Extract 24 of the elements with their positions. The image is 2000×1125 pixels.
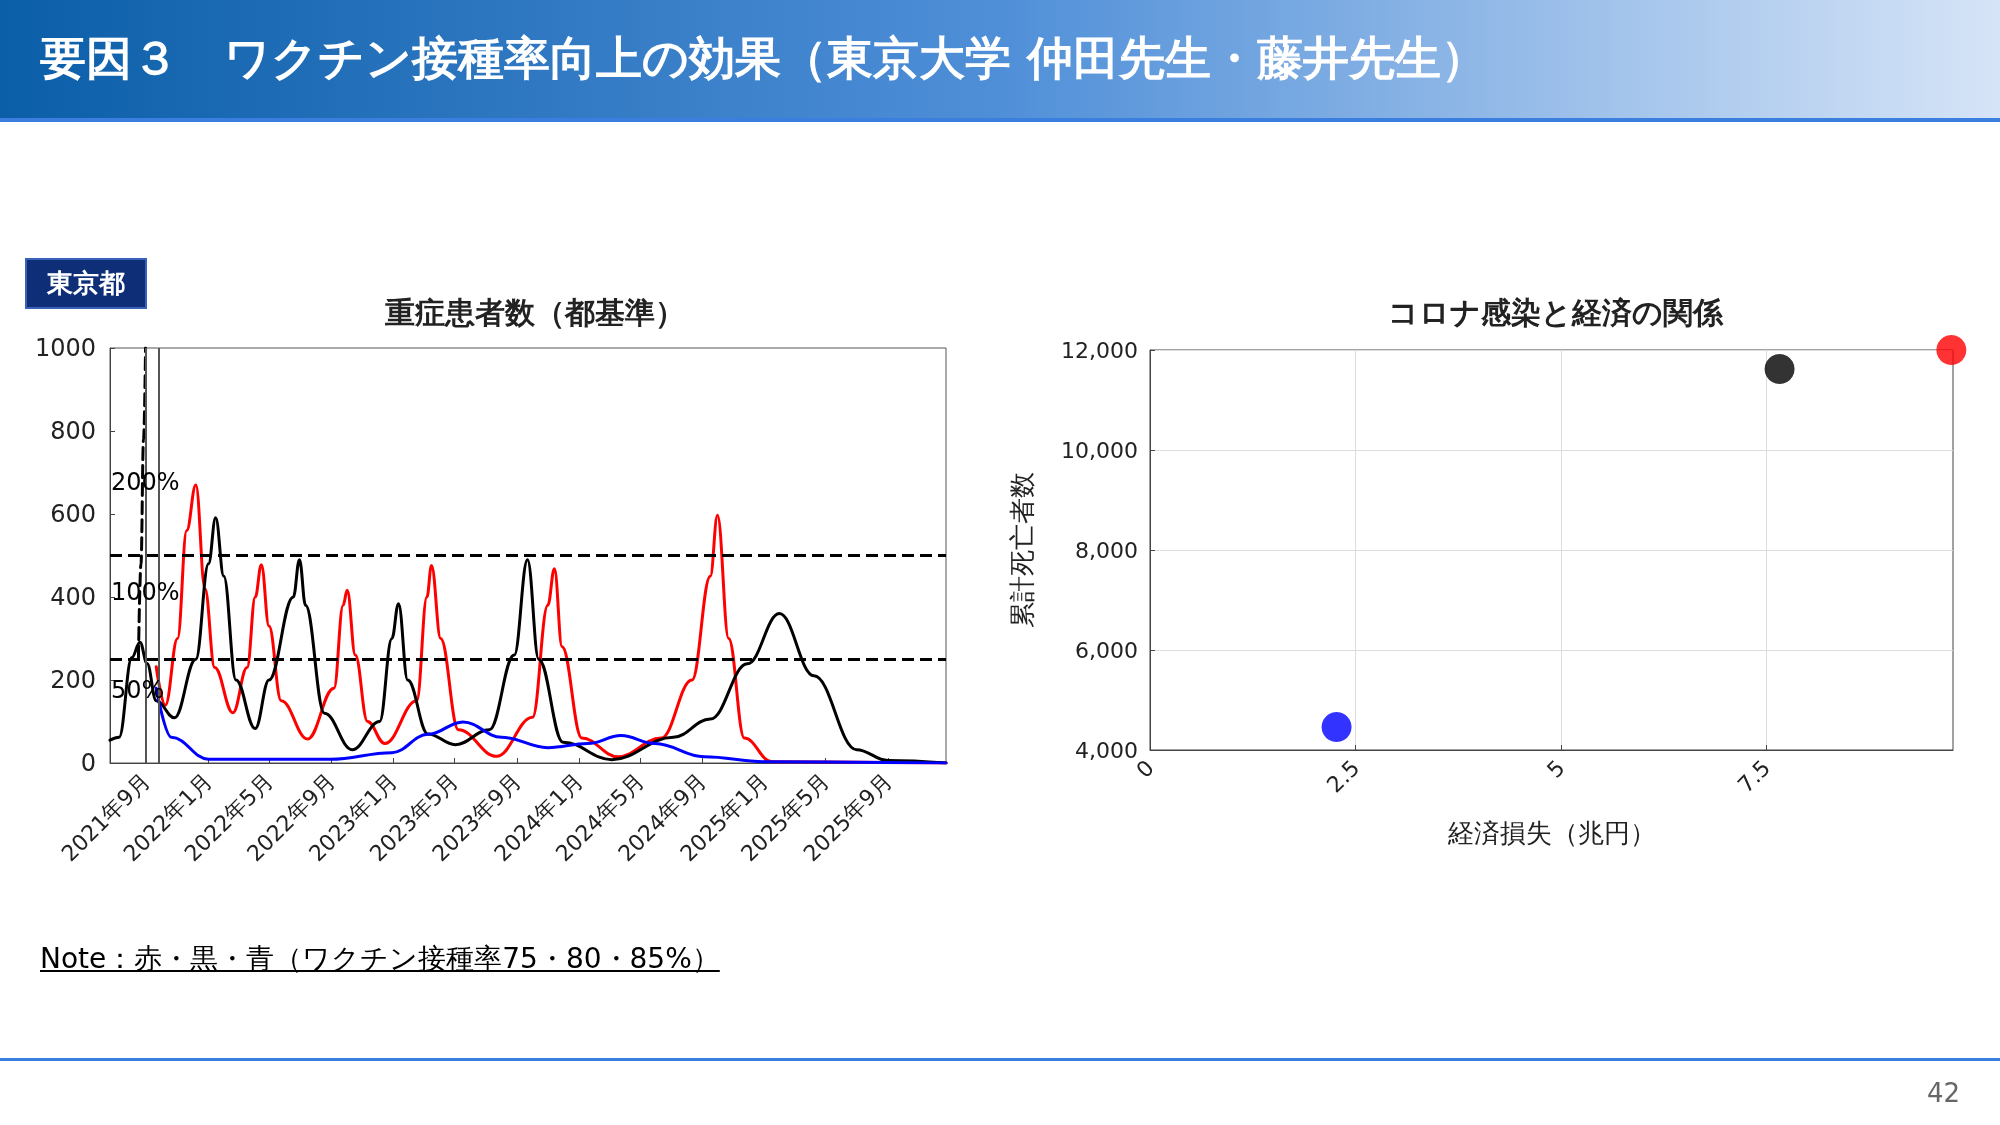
y-tick-label: 6,000 — [1075, 637, 1138, 663]
point — [1321, 712, 1352, 742]
y-tick-label: 8,000 — [1075, 537, 1138, 563]
y-tick-label: 10,000 — [1061, 437, 1138, 463]
x-tick-label: 5 — [1542, 755, 1570, 783]
y-tick-label: 12,000 — [1061, 337, 1138, 363]
y-tick-label: 800 — [50, 417, 96, 445]
y-axis-title: 累計死亡者数 — [1007, 472, 1037, 628]
chart-title: コロナ感染と経済の関係 — [1387, 294, 1724, 330]
point — [1936, 335, 1967, 365]
x-tick-label: 2.5 — [1321, 755, 1365, 798]
y-tick-label: 400 — [50, 583, 96, 611]
point — [1764, 354, 1795, 384]
text: Note：赤・黒・青（ワクチン接種率75・80・85%） — [40, 941, 720, 977]
y-tick-label: 600 — [50, 500, 96, 528]
x-tick-label: 7.5 — [1732, 755, 1776, 798]
text: 東京都 — [25, 258, 147, 309]
y-tick-label: 4,000 — [1075, 737, 1138, 763]
y-tick-label: 1000 — [34, 334, 96, 362]
text: 42 — [1926, 1078, 1960, 1108]
text: 要因３ ワクチン接種率向上の効果（東京大学 仲田先生・藤井先生） — [40, 30, 1488, 87]
x-axis-title: 経済損失（兆円） — [1446, 818, 1656, 848]
chart-title: 重症患者数（都基準） — [385, 294, 685, 330]
y-tick-label: 200 — [50, 666, 96, 694]
